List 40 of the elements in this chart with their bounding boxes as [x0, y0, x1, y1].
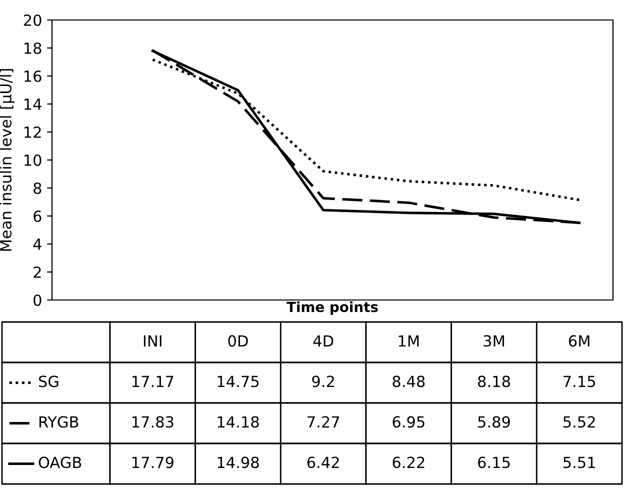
data-label: 7.27 — [308, 416, 340, 428]
data-label: 14.75 — [218, 376, 259, 388]
data-label: 6.22 — [392, 456, 424, 468]
y-tick-label: 18 — [24, 42, 42, 54]
x-tick-label: 4D — [313, 335, 334, 346]
y-tick-label: 4 — [33, 238, 42, 250]
y-tick-label: 8 — [34, 182, 42, 194]
data-label: 5.51 — [564, 456, 595, 468]
x-tick-label: 6M — [568, 335, 590, 347]
x-axis-title: Time points — [286, 301, 378, 315]
data-label: 6.95 — [392, 416, 424, 428]
legend-label: OAGB — [38, 456, 82, 468]
y-axis-title: Mean insulin level [µU/l] — [0, 69, 15, 251]
data-label: 5.52 — [564, 416, 595, 428]
x-tick-label: INI — [144, 335, 162, 346]
data-label: 14.98 — [218, 456, 259, 468]
x-tick-label: 3M — [484, 335, 504, 347]
y-tick-label: 0 — [34, 294, 42, 306]
data-label: 14.18 — [218, 416, 259, 428]
data-label: 5.89 — [478, 416, 510, 428]
data-label: 6.42 — [307, 456, 339, 468]
data-label: 9.2 — [312, 376, 334, 388]
y-tick-label: 14 — [24, 98, 42, 110]
data-label: 17.83 — [132, 416, 174, 428]
data-label: 8.18 — [478, 376, 510, 388]
data-label: 17.79 — [132, 456, 174, 468]
x-tick-label: 1M — [398, 335, 419, 346]
data-label: 6.15 — [478, 456, 510, 468]
y-tick-label: 6 — [34, 210, 42, 222]
data-label: 8.48 — [392, 376, 425, 388]
x-tick-label: 0D — [228, 335, 248, 347]
data-label: 7.15 — [564, 376, 596, 388]
legend-label: SG — [38, 376, 58, 388]
y-tick-label: 2 — [34, 266, 41, 278]
y-tick-label: 20 — [24, 14, 42, 26]
y-tick-label: 10 — [24, 154, 42, 166]
legend-label: RYGB — [39, 416, 78, 428]
y-tick-label: 16 — [24, 70, 42, 82]
y-tick-label: 12 — [24, 126, 41, 138]
data-label: 17.17 — [132, 376, 174, 387]
